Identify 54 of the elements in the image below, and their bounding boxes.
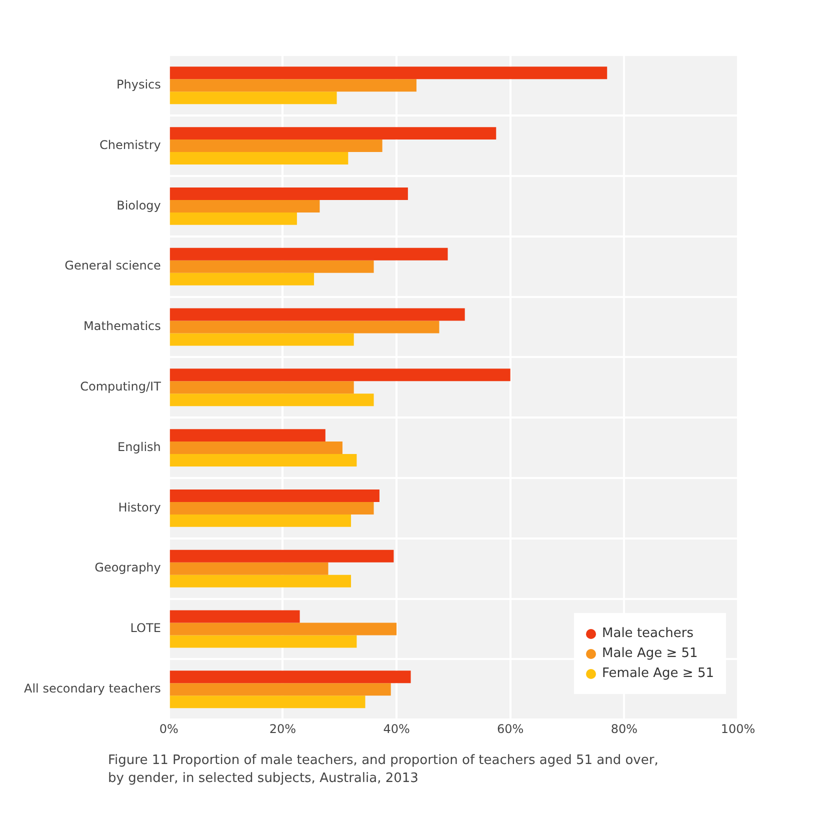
- bar: [170, 200, 320, 212]
- bar: [170, 610, 300, 623]
- bar: [170, 562, 328, 575]
- y-tick-label: Biology: [116, 198, 161, 212]
- bar: [170, 502, 374, 514]
- bar: [170, 140, 382, 152]
- bar: [170, 442, 342, 454]
- y-tick-label: History: [118, 500, 161, 514]
- bar: [170, 429, 326, 442]
- y-tick-label: Mathematics: [84, 319, 161, 334]
- bar: [170, 248, 448, 260]
- bar: [170, 368, 510, 382]
- x-tick-label: 100%: [720, 722, 756, 736]
- bar: [170, 394, 374, 406]
- x-tick-label: 40%: [383, 722, 410, 736]
- caption: Figure 11 Proportion of male teachers, and proportion of teachers aged 51 and over, by gender, in selected subjects, Australia, 2013: [108, 752, 660, 788]
- bar: [170, 670, 411, 684]
- y-tick-label: Computing/IT: [80, 380, 162, 394]
- x-tick-label: 60%: [497, 722, 524, 736]
- bar: [170, 79, 416, 92]
- x-tick-label: 20%: [269, 722, 296, 736]
- y-tick-label: Physics: [116, 78, 161, 92]
- bar: [170, 127, 496, 140]
- legend-label: Male Age ≥ 51: [602, 646, 698, 661]
- x-tick-label: 0%: [159, 722, 178, 736]
- bar: [170, 152, 348, 165]
- bar: [170, 308, 465, 321]
- bar: [170, 66, 608, 80]
- legend-label: Female Age ≥ 51: [602, 666, 714, 681]
- bar: [170, 489, 380, 502]
- bar: [170, 212, 297, 225]
- legend-label: Male teachers: [602, 626, 694, 641]
- y-tick-label: English: [118, 440, 161, 454]
- y-tick-label: Geography: [94, 560, 161, 575]
- y-tick-label: LOTE: [130, 621, 161, 636]
- y-tick-label: Chemistry: [100, 138, 161, 152]
- y-tick-label: General science: [64, 258, 161, 273]
- bar: [170, 635, 357, 648]
- bar: [170, 514, 352, 527]
- bar: [170, 333, 354, 346]
- bar: [170, 92, 337, 104]
- bar: [170, 622, 397, 636]
- bar: [170, 683, 391, 696]
- bar: [170, 696, 366, 708]
- bar: [170, 187, 408, 200]
- bar: [170, 320, 440, 334]
- y-tick-label: All secondary teachers: [24, 682, 161, 696]
- bar: [170, 260, 374, 273]
- bar: [170, 454, 357, 467]
- x-tick-label: 80%: [610, 722, 638, 736]
- bar: [170, 550, 394, 562]
- bar: [170, 381, 354, 394]
- bar: [170, 272, 314, 286]
- bar: [170, 574, 352, 588]
